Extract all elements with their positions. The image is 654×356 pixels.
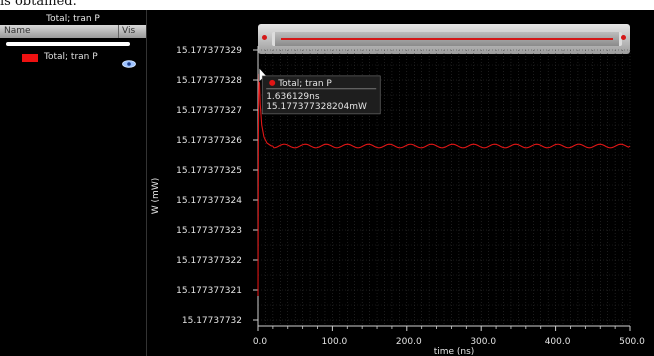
legend-item-label: Total; tran P [44,52,98,62]
plot-area[interactable]: 15.177377329 15.177377328 15.177377327 15.1… [0,10,654,356]
y-tick-label: 15.177377321 [176,286,242,296]
column-header-name[interactable]: Name [4,26,31,36]
navigator-start-marker [262,35,267,40]
column-header-vis[interactable]: Vis [122,26,136,36]
y-tick-label: 15.177377329 [176,46,242,56]
navigator-range-handle[interactable] [272,32,622,46]
navigator-waveform-preview [281,38,613,40]
tooltip-background [261,75,381,115]
legend-panel: Total; tran P Name Vis Total; tran P [0,10,147,356]
y-tick-label: 15.177377322 [176,256,242,266]
y-tick-label: 15.177377323 [176,226,242,236]
timeline-navigator[interactable] [258,24,630,54]
x-tick-label: 0.0 [253,337,268,347]
x-axis-title: time (ns) [434,347,475,356]
y-tick-label: 15.177377326 [176,136,242,146]
y-tick-label: 15.177377327 [176,106,242,116]
x-tick-label: 200.0 [396,337,422,347]
x-tick-label: 500.0 [619,337,645,347]
panel-scrollbar[interactable] [6,42,130,46]
tooltip-series-name: Total; tran P [277,79,332,89]
x-tick-label: 300.0 [470,337,496,347]
caption-fragment: is obtained. [0,0,77,8]
y-tick-label: 15.17737732 [182,316,242,326]
legend-item[interactable]: Total; tran P [10,52,140,68]
y-tick-labels: 15.177377329 15.177377328 15.177377327 15.1… [176,46,242,326]
navigator-end-marker [621,35,626,40]
x-tick-label: 400.0 [545,337,571,347]
eye-icon[interactable] [122,53,136,72]
tooltip-series-dot [269,79,276,86]
y-tick-label: 15.177377325 [176,166,242,176]
legend-color-swatch [22,54,38,62]
data-tooltip: Total; tran P 1.636129ns 15.177377328204… [261,75,381,115]
x-tick-label: 100.0 [322,337,348,347]
column-divider[interactable] [118,25,119,38]
panel-title: Total; tran P [46,14,100,24]
tooltip-y-value: 15.177377328204mW [266,102,367,112]
y-tick-label: 15.177377324 [176,196,242,206]
y-axis-title: W (mW) [151,178,161,214]
legend-table-header: Name Vis [0,25,146,38]
series-line-total-tran-p[interactable] [257,73,631,297]
waveform-viewer: Total; tran P Name Vis Total; tran P [0,10,654,356]
y-tick-label: 15.177377328 [176,76,242,86]
x-tick-labels: 0.0 100.0 200.0 300.0 400.0 500.0 [253,337,645,347]
tooltip-x-value: 1.636129ns [266,92,320,102]
